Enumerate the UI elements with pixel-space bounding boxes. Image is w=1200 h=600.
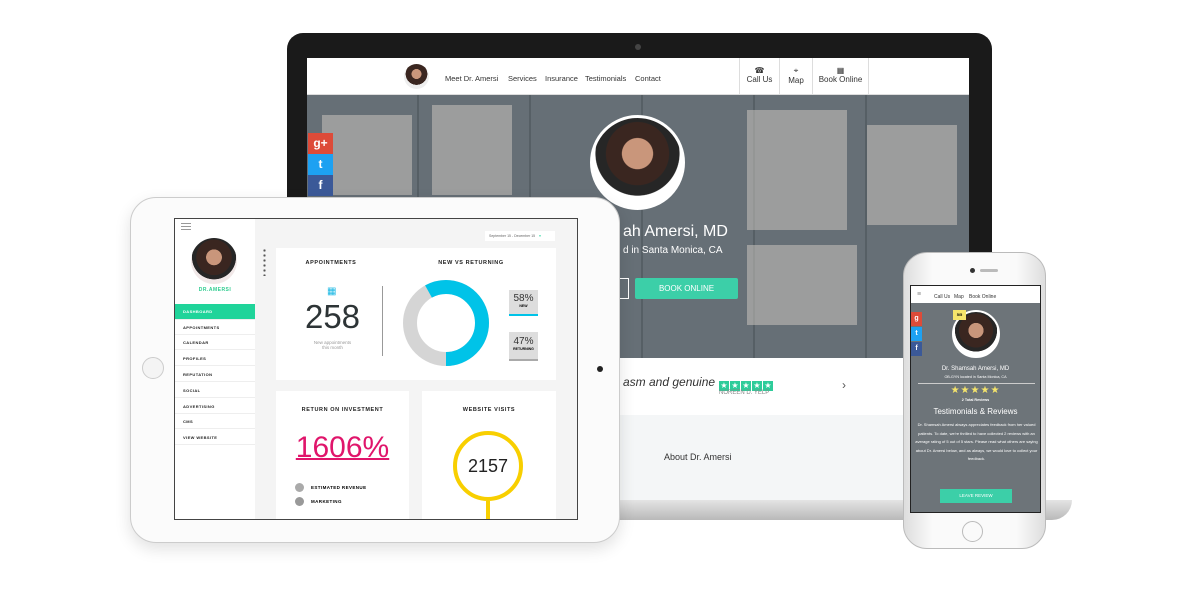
call-us-button[interactable]: ☎ Call Us xyxy=(739,58,779,95)
date-range-value: September 15 - December 15 xyxy=(489,234,536,238)
roi-value: 1606% xyxy=(295,431,390,464)
nav-insurance[interactable]: Insurance xyxy=(545,74,578,83)
review-stars: ★ ★ ★ ★ ★ xyxy=(719,381,773,391)
divider xyxy=(382,286,383,356)
menu-reputation[interactable]: REPUTATION xyxy=(175,367,255,382)
menu-appointments[interactable]: APPOINTMENTS xyxy=(175,320,255,335)
hamburger-menu-icon[interactable] xyxy=(181,223,191,230)
donut-new-segment xyxy=(403,280,489,366)
book-online-nav-button[interactable]: ▦ Book Online xyxy=(812,58,869,95)
doctor-avatar xyxy=(590,115,685,210)
facebook-icon[interactable]: f xyxy=(911,342,922,356)
phone-icon: ☎ xyxy=(754,66,765,75)
book-online-button[interactable]: BOOK ONLINE xyxy=(635,278,738,299)
phone-map[interactable]: Map xyxy=(954,294,964,300)
appointments-caption: New appointments this month xyxy=(313,340,352,350)
returning-pct: 47% xyxy=(513,336,534,347)
phone-doctor-name: Dr. Shamsah Amersi, MD xyxy=(941,366,1010,372)
hamburger-menu-icon[interactable]: ≡ xyxy=(917,291,922,298)
phone-website: ≡ Call Us Map Book Online g t f 5/5 Dr. … xyxy=(910,285,1041,513)
phone-doctor-sub: OB-GYN located in Santa Monica, CA xyxy=(944,375,1007,379)
phone-stars: ★★★★★ xyxy=(950,385,1001,396)
leave-review-button[interactable]: LEAVE REVIEW xyxy=(940,489,1012,503)
menu-cms[interactable]: CMS xyxy=(175,414,255,429)
map-button[interactable]: ⌖ Map xyxy=(779,58,812,95)
menu-calendar[interactable]: CALENDAR xyxy=(175,335,255,350)
testimonials-body: Dr. Shamsah Amersi always appreciates fe… xyxy=(915,422,1038,461)
about-heading: About Dr. Amersi xyxy=(664,452,732,462)
map-label: Map xyxy=(788,76,804,85)
site-nav: Meet Dr. Amersi Services Insurance Testi… xyxy=(307,58,969,95)
legend-marketing: MARKETING xyxy=(311,499,342,504)
hero-name: ah Amersi, MD xyxy=(623,223,728,240)
phone-nav: ≡ Call Us Map Book Online xyxy=(911,286,1040,303)
review-quote: asm and genuine xyxy=(623,375,716,389)
visits-stem xyxy=(486,501,490,519)
twitter-icon[interactable]: t xyxy=(911,327,922,341)
calendar-icon: ▦ xyxy=(836,66,845,75)
profile-avatar xyxy=(191,238,237,284)
menu-social[interactable]: SOCIAL xyxy=(175,383,255,398)
rating-badge: 5/5 xyxy=(953,310,966,320)
date-range-select[interactable]: September 15 - December 15 ▾ xyxy=(485,231,555,241)
google-plus-icon[interactable]: g xyxy=(911,312,922,326)
hero-subtitle: d in Santa Monica, CA xyxy=(623,245,723,256)
appointments-title: APPOINTMENTS xyxy=(305,260,357,266)
menu-view-website[interactable]: VIEW WEBSITE xyxy=(175,430,255,445)
dashboard-sidebar: DR.AMERSI DASHBOARD APPOINTMENTS CALENDA… xyxy=(175,219,255,519)
profile-name: DR.AMERSI xyxy=(198,287,232,293)
returning-stat: 47% RETURNING xyxy=(509,332,538,361)
facebook-icon[interactable]: f xyxy=(308,175,333,196)
testimonials-heading: Testimonials & Reviews xyxy=(933,407,1018,416)
call-us-label: Call Us xyxy=(746,75,773,84)
returning-label: RETURNING xyxy=(513,347,534,351)
appointments-value: 258 xyxy=(304,298,361,335)
legend-estimated-revenue: ESTIMATED REVENUE xyxy=(311,485,367,490)
new-label: NEW xyxy=(519,304,528,308)
twitter-icon[interactable]: t xyxy=(308,154,333,175)
review-author: NOREEN D. YELP xyxy=(719,390,770,396)
divider xyxy=(918,383,1035,384)
dashboard-screen: DR.AMERSI DASHBOARD APPOINTMENTS CALENDA… xyxy=(174,218,578,520)
tablet-home-button xyxy=(142,357,164,379)
next-review-chevron-icon[interactable]: › xyxy=(842,378,846,392)
appointments-card: APPOINTMENTS ▦ 258 New appointments this… xyxy=(276,248,556,380)
nav-meet[interactable]: Meet Dr. Amersi xyxy=(445,74,499,83)
calendar-icon: ▦ xyxy=(327,286,337,297)
new-vs-returning-title: NEW VS RETURNING xyxy=(438,260,504,266)
call-button[interactable] xyxy=(615,278,629,299)
marketing-dot xyxy=(295,497,304,506)
total-reviews: 2 Total Reviews xyxy=(961,398,990,402)
new-vs-returning-donut xyxy=(403,280,489,366)
phone-book-online[interactable]: Book Online xyxy=(969,294,997,300)
menu-advertising[interactable]: ADVERTISING xyxy=(175,399,255,414)
menu-dashboard[interactable]: DASHBOARD xyxy=(175,304,255,320)
nav-contact[interactable]: Contact xyxy=(635,74,661,83)
website-visits-card: WEBSITE VISITS 2157 xyxy=(422,391,556,519)
menu-profiles[interactable]: PROFILES xyxy=(175,351,255,366)
phone-call-us[interactable]: Call Us xyxy=(934,294,951,300)
nav-avatar[interactable] xyxy=(404,64,429,89)
visits-title: WEBSITE VISITS xyxy=(462,407,516,413)
estimated-revenue-dot xyxy=(295,483,304,492)
phone-home-button xyxy=(962,521,983,542)
tablet-camera xyxy=(597,366,603,372)
new-stat: 58% NEW xyxy=(509,290,538,316)
roi-title: RETURN ON INVESTMENT xyxy=(301,407,384,413)
google-plus-icon[interactable]: g+ xyxy=(308,133,333,154)
chevron-down-icon: ▾ xyxy=(539,234,541,238)
phone-camera xyxy=(970,268,975,273)
new-pct: 58% xyxy=(513,293,534,304)
nav-services[interactable]: Services xyxy=(508,74,537,83)
nav-testimonials[interactable]: Testimonials xyxy=(585,74,627,83)
phone-speaker xyxy=(980,269,998,272)
book-online-label: Book Online xyxy=(818,75,863,84)
map-pin-icon: ⌖ xyxy=(793,66,799,75)
laptop-camera xyxy=(635,44,641,50)
roi-card: RETURN ON INVESTMENT 1606% ESTIMATED REV… xyxy=(276,391,409,519)
pager-dots[interactable] xyxy=(263,248,266,276)
visits-value: 2157 xyxy=(453,431,523,501)
